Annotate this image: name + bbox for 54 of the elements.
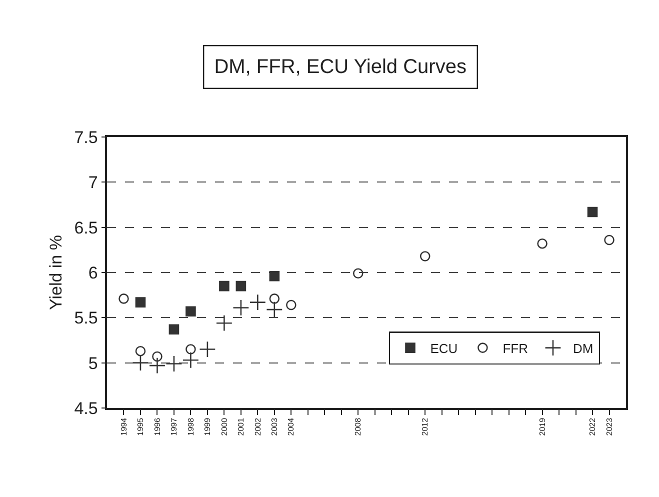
- point: [236, 280, 246, 292]
- point: [186, 306, 196, 316]
- y-tick-label: 6: [88, 263, 98, 282]
- point: [587, 206, 598, 218]
- y-tick-label: 6.5: [74, 218, 98, 238]
- x-tick-label: 2004: [286, 417, 296, 436]
- y-tick-label: 4.5: [74, 398, 98, 418]
- point: [232, 299, 250, 316]
- x-tick-label: 1996: [152, 417, 162, 436]
- legend-label: FFR: [502, 340, 528, 356]
- chart-title: DM, FFR, ECU Yield Curves: [214, 56, 466, 78]
- point: [420, 251, 430, 262]
- point: [182, 352, 200, 368]
- point: [135, 297, 146, 308]
- point: [249, 294, 266, 311]
- x-tick-label: 2012: [420, 417, 430, 436]
- point: [135, 346, 146, 356]
- point: [352, 268, 364, 279]
- point: [266, 301, 283, 318]
- x-tick-label: 2022: [588, 417, 598, 436]
- point: [166, 355, 182, 372]
- x-tick-label: 1995: [136, 417, 146, 436]
- x-tick-label: 2023: [604, 417, 614, 436]
- point: [132, 354, 149, 372]
- x-tick-label: 2001: [236, 417, 246, 436]
- point: [219, 280, 230, 292]
- y-tick-label: 7: [88, 173, 98, 192]
- point: [604, 234, 614, 246]
- point: [216, 314, 233, 332]
- x-tick-label: 1994: [119, 417, 128, 436]
- point: [286, 300, 296, 310]
- y-tick-label: 7.5: [74, 128, 98, 147]
- point: [269, 294, 280, 304]
- point: [118, 294, 129, 304]
- x-tick-label: 1998: [186, 417, 196, 436]
- legend-label: ECU: [430, 340, 458, 356]
- x-tick-label: 2019: [538, 417, 547, 436]
- y-tick-label: 5: [88, 354, 98, 373]
- y-tick-label: 5.5: [74, 308, 98, 328]
- point: [168, 324, 180, 335]
- y-axis-title: Yield in %: [46, 235, 66, 310]
- point: [537, 238, 548, 249]
- x-tick-label: 2002: [253, 417, 262, 436]
- x-tick-label: 2000: [220, 417, 229, 436]
- x-tick-label: 2008: [354, 417, 363, 436]
- point: [199, 340, 216, 358]
- point: [148, 357, 166, 374]
- x-tick-label: 1997: [170, 417, 179, 436]
- x-tick-label: 2003: [270, 417, 280, 436]
- point: [269, 270, 280, 282]
- legend-label: DM: [572, 340, 594, 356]
- point: [186, 344, 196, 354]
- x-tick-label: 1999: [203, 417, 212, 436]
- point: [152, 351, 162, 362]
